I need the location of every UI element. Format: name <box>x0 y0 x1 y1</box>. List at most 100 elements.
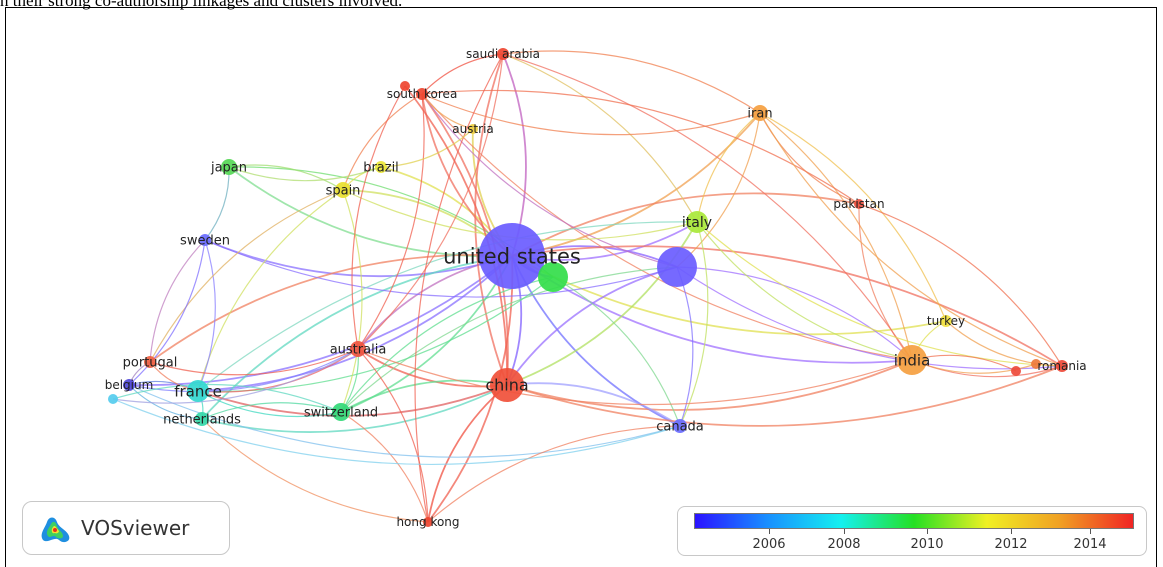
link-us-belgium <box>128 255 513 387</box>
legend-tick <box>844 529 845 534</box>
figure-caption: n their strong co-authorship linkages an… <box>0 0 403 10</box>
link-us-pakistan <box>511 192 860 257</box>
legend-tick <box>927 529 928 534</box>
figure-frame <box>5 7 1157 567</box>
link-france-spain <box>197 189 344 392</box>
node-saudi[interactable] <box>497 48 509 60</box>
link-japan-brazil <box>228 166 382 182</box>
link-india-pakistan <box>858 203 913 361</box>
label-romania: romania <box>1037 359 1086 373</box>
link-australia-india <box>357 348 913 406</box>
link-southkorea-iran <box>421 93 761 136</box>
node-spain[interactable] <box>335 182 351 198</box>
link-belgium2-canada <box>112 398 681 466</box>
link-china-saudi <box>474 53 508 386</box>
link-netherlands-belgium <box>128 384 203 420</box>
node-italy[interactable] <box>686 211 708 233</box>
label-australia: australia <box>330 343 387 358</box>
link-unk_blue-southkorea <box>421 93 678 268</box>
label-switzerland: switzerland <box>304 406 378 421</box>
link-italy-iran <box>696 112 761 223</box>
node-china[interactable] <box>490 368 524 402</box>
node-india[interactable] <box>897 345 927 375</box>
node-austria[interactable] <box>468 124 478 134</box>
label-hongkong: hong kong <box>396 515 459 529</box>
label-layer: united states italy china india france austra… <box>105 47 1087 529</box>
node-switzerland[interactable] <box>332 403 350 421</box>
link-spain-japan <box>228 164 344 191</box>
link-italy-canada <box>679 221 709 427</box>
link-hongkong-netherlands <box>201 418 429 523</box>
link-china-switzerland <box>340 379 508 413</box>
node-belgium2[interactable] <box>108 394 118 404</box>
link-pakistan-romania <box>858 203 1063 367</box>
link-unk_blue-switzerland <box>340 266 678 413</box>
legend-tick-label: 2010 <box>910 537 944 552</box>
link-iran-turkey <box>759 112 947 322</box>
node-romania[interactable] <box>1056 360 1068 372</box>
link-belgium2-switzerland <box>112 383 342 413</box>
legend-tick <box>1011 529 1012 534</box>
label-saudi: saudi arabia <box>466 47 540 61</box>
node-brazil[interactable] <box>375 161 387 173</box>
link-india-iran <box>759 112 913 361</box>
node-southkorea2[interactable] <box>400 81 410 91</box>
node-sweden[interactable] <box>199 234 211 246</box>
link-sweden-portugal <box>149 239 206 363</box>
node-romania2[interactable] <box>1031 359 1041 369</box>
label-france: france <box>174 382 222 400</box>
link-china-india <box>506 359 913 411</box>
link-spain-portugal <box>149 189 344 363</box>
link-india-southkorea <box>421 93 913 361</box>
node-portugal[interactable] <box>144 356 156 368</box>
color-legend: 2006 2008 2010 2012 2014 <box>677 506 1147 556</box>
link-china-australia <box>357 348 508 388</box>
link-us-japan <box>228 166 513 258</box>
link-us-netherlands <box>201 255 513 420</box>
legend-gradient <box>694 513 1134 529</box>
node-iran[interactable] <box>752 105 768 121</box>
link-china-romania <box>506 365 1063 427</box>
link-us-iran <box>511 112 761 257</box>
link-india-unk_blue <box>676 266 913 361</box>
node-unk_green[interactable] <box>538 262 568 292</box>
link-switzerland-hongkong <box>340 411 429 523</box>
node-romania3[interactable] <box>1011 366 1021 376</box>
node-turkey[interactable] <box>940 315 952 327</box>
link-southkorea2-china <box>404 85 508 386</box>
node-france[interactable] <box>187 380 209 402</box>
link-unk_blue-romania <box>676 266 1063 370</box>
node-netherlands[interactable] <box>195 412 209 426</box>
link-china-unk_blue <box>506 266 678 386</box>
link-australia-hongkong <box>357 348 429 523</box>
label-brazil: brazil <box>363 161 399 176</box>
link-sweden-belgium <box>128 239 206 386</box>
link-southkorea-saudi <box>421 53 504 95</box>
link-us-sweden <box>204 239 513 278</box>
label-us: united states <box>443 244 581 268</box>
node-belgium[interactable] <box>123 379 135 391</box>
label-southkorea: south korea <box>387 87 458 101</box>
node-unk_blue[interactable] <box>657 247 697 287</box>
label-canada: canada <box>656 420 704 435</box>
label-netherlands: netherlands <box>163 413 241 428</box>
edge-layer <box>112 50 1063 523</box>
node-canada[interactable] <box>673 419 687 433</box>
node-hongkong[interactable] <box>423 517 433 527</box>
link-southkorea2-australia <box>351 85 406 350</box>
label-italy: italy <box>682 215 712 231</box>
node-australia[interactable] <box>350 341 366 357</box>
node-us[interactable] <box>479 223 545 289</box>
link-switzerland-netherlands <box>201 402 342 420</box>
link-us-turkey <box>511 255 947 336</box>
link-france-sweden <box>197 239 216 392</box>
link-china-canada <box>506 382 681 427</box>
vosviewer-badge: VOSviewer <box>22 501 230 555</box>
link-austria-brazil <box>380 128 474 168</box>
node-southkorea[interactable] <box>416 88 428 100</box>
node-japan[interactable] <box>221 159 237 175</box>
link-canada-hongkong <box>427 425 681 523</box>
link-unk_blue-sweden <box>204 239 678 298</box>
node-pakistan[interactable] <box>854 199 864 209</box>
